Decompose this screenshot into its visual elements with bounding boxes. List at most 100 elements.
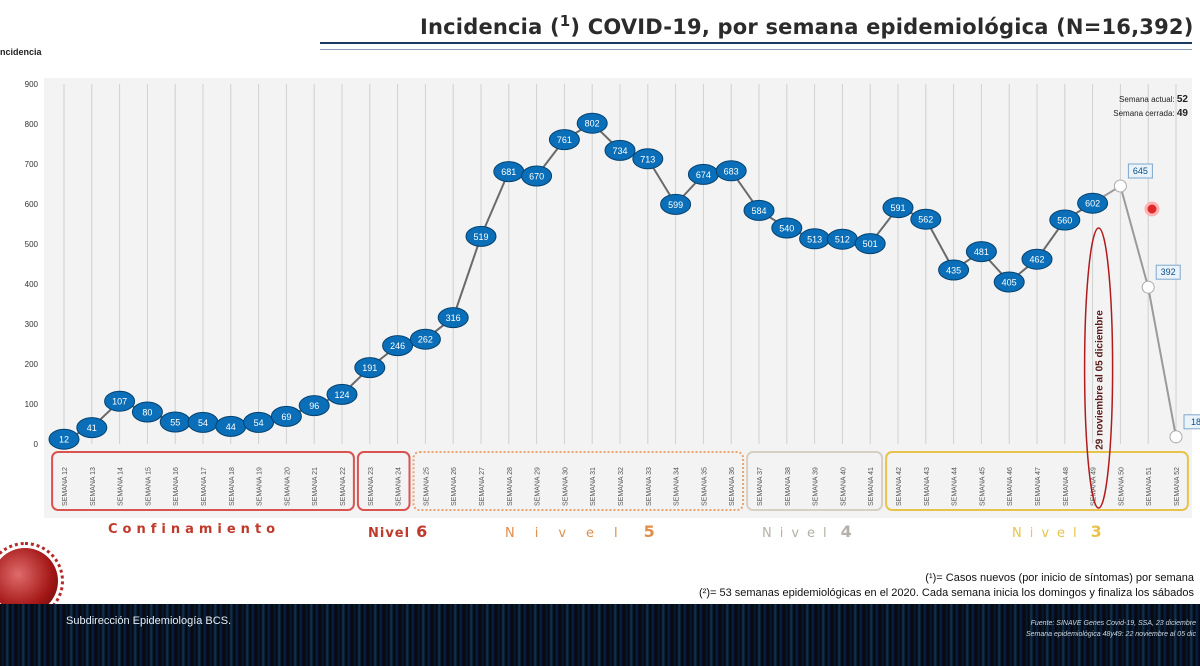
data-point (465, 225, 497, 247)
x-tick-label: SEMANA 44 (952, 467, 959, 506)
data-label: 54 (198, 418, 208, 428)
data-label: 599 (668, 200, 683, 210)
data-label: 12 (59, 435, 69, 445)
level-6-label: Nivel 6 (368, 522, 428, 541)
data-point (715, 160, 747, 182)
data-point (993, 271, 1025, 293)
line-chart: 0 100 200 300 400 500 600 700 800 900 SEMANA 12 SEM… (25, 78, 1200, 518)
x-tick-label: SEMANA 24 (396, 467, 403, 506)
data-label: 44 (226, 422, 236, 432)
data-label: 802 (585, 119, 600, 129)
data-point (326, 383, 358, 405)
data-point (1049, 209, 1081, 231)
data-label-box (1183, 414, 1200, 430)
data-label: 405 (1002, 278, 1017, 288)
x-tick-label: SEMANA 42 (896, 467, 903, 506)
data-point (604, 139, 636, 161)
data-label: 734 (612, 146, 627, 156)
data-point (771, 217, 803, 239)
data-label: 540 (779, 224, 794, 234)
data-point (1077, 192, 1109, 214)
x-tick-label: SEMANA 32 (618, 467, 625, 506)
data-point (131, 401, 163, 423)
semana-info: Semana actual: 52 Semana cerrada: 49 (1113, 94, 1188, 119)
data-label-box (1155, 264, 1181, 280)
data-label: 713 (640, 154, 655, 164)
data-label: 591 (890, 203, 905, 213)
x-tick-label: SEMANA 43 (924, 467, 931, 506)
data-label: 602 (1085, 199, 1100, 209)
x-tick-label: SEMANA 29 (535, 467, 542, 506)
chart-title: Incidencia (1) COVID-19, por semana epid… (420, 12, 1194, 39)
data-point (660, 193, 692, 215)
x-tick-label: SEMANA 52 (1174, 467, 1181, 506)
y-tick-label: 900 (25, 80, 39, 89)
x-tick-label: SEMANA 17 (201, 467, 208, 506)
x-tick-label: SEMANA 30 (562, 467, 569, 506)
x-tick-label: SEMANA 50 (1118, 467, 1125, 506)
title-underline (320, 42, 1192, 50)
x-tick-label: SEMANA 47 (1035, 467, 1042, 506)
level-box-nivel-4 (746, 451, 884, 511)
data-label: 501 (863, 239, 878, 249)
data-point (409, 328, 441, 350)
x-tick-label: SEMANA 27 (479, 467, 486, 506)
x-tick-label: SEMANA 20 (284, 467, 291, 506)
x-tick-label: SEMANA 21 (312, 467, 319, 506)
x-tick-label: SEMANA 48 (1063, 467, 1070, 506)
level-confinamiento-label: Confinamiento (108, 522, 281, 537)
data-label: 54 (254, 418, 264, 428)
data-label: 80 (142, 408, 152, 418)
data-point (382, 335, 414, 357)
x-tick-label: SEMANA 36 (729, 467, 736, 506)
data-label: 519 (473, 232, 488, 242)
level-4-label: Nivel 4 (762, 522, 852, 541)
data-point (104, 390, 136, 412)
x-tick-label: SEMANA 33 (646, 467, 653, 506)
footnote-2: (²)= 53 semanas epidemiológicas en el 20… (699, 587, 1194, 599)
level-box-nivel-6 (356, 451, 411, 511)
data-label: 670 (529, 172, 544, 182)
data-point (854, 233, 886, 255)
data-label: 262 (418, 335, 433, 345)
x-tick-label: SEMANA 40 (840, 467, 847, 506)
data-point (576, 112, 608, 134)
footer-source-right-2: Semana epidemiológica 48y49: 22 noviembr… (1025, 631, 1196, 638)
series-line-abiertas (1092, 184, 1177, 437)
x-tick-label: SEMANA 15 (145, 467, 152, 506)
data-point (1021, 248, 1053, 270)
data-point (76, 417, 108, 439)
x-tick-label: SEMANA 18 (229, 467, 236, 506)
data-label: 513 (807, 234, 822, 244)
data-label: 435 (946, 266, 961, 276)
data-label: 41 (87, 423, 97, 433)
data-label: 191 (362, 363, 377, 373)
data-point (521, 165, 553, 187)
x-tick-label: SEMANA 19 (257, 467, 264, 506)
data-label: 55 (170, 418, 180, 428)
data-label: 674 (696, 170, 711, 180)
data-point (243, 411, 275, 433)
y-tick-label: 500 (25, 240, 39, 249)
data-point (632, 148, 664, 170)
annotation-ellipse (1083, 227, 1114, 509)
x-tick-label: SEMANA 49 (1091, 467, 1098, 506)
y-tick-label: 200 (25, 360, 39, 369)
data-label-open: 18 (1191, 417, 1200, 427)
level-box-nivel-5 (412, 451, 745, 511)
x-tick-label: SEMANA 34 (674, 467, 681, 506)
data-point (548, 129, 580, 151)
data-label: 69 (281, 412, 291, 422)
x-tick-label: SEMANA 37 (757, 467, 764, 506)
y-tick-label: 100 (25, 400, 39, 409)
data-label: 481 (974, 247, 989, 257)
data-label: 96 (309, 401, 319, 411)
data-point (938, 259, 970, 281)
data-point-open (1169, 430, 1183, 444)
y-tick-label: 300 (25, 320, 39, 329)
data-label: 316 (446, 313, 461, 323)
data-point (48, 428, 80, 450)
x-tick-label: SEMANA 13 (90, 467, 97, 506)
x-tick-label: SEMANA 26 (451, 467, 458, 506)
data-label: 124 (334, 390, 349, 400)
